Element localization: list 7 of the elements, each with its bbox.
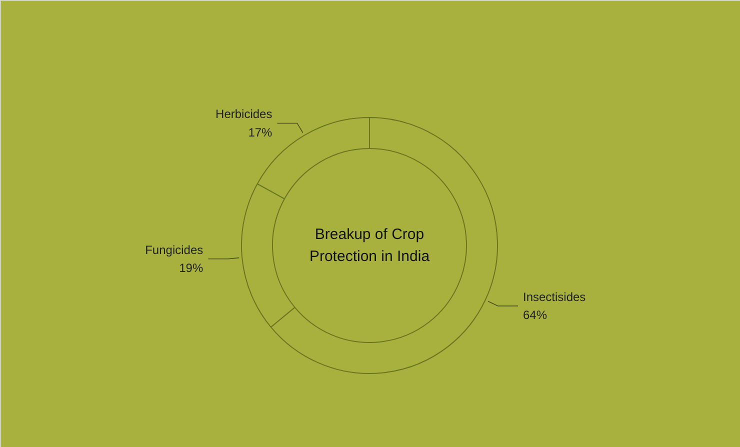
- data-label: 17%: [248, 125, 273, 140]
- data-label: 64%: [522, 308, 548, 322]
- slice-label: Fungicides: [145, 242, 204, 257]
- text: Breakup of Crop Protection in India: [309, 226, 430, 266]
- data-label: 19%: [179, 260, 204, 275]
- slice-label: Insectisides: [522, 290, 586, 304]
- slice-label: Herbicides: [216, 107, 272, 122]
